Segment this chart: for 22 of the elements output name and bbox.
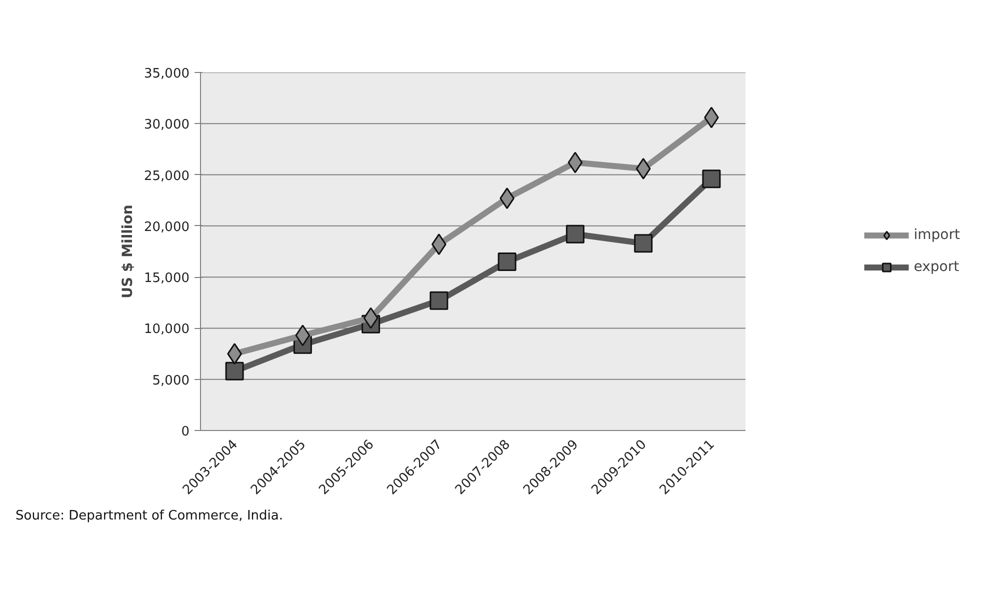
legend-label: import xyxy=(914,227,960,243)
y-axis-title: US $ Million xyxy=(120,204,136,298)
point xyxy=(363,307,378,329)
point xyxy=(430,291,448,310)
y-tick-label: 15,000 xyxy=(144,271,190,286)
source-note: Source: Department of Commerce, India. xyxy=(16,508,283,524)
y-tick-label: 30,000 xyxy=(144,118,190,133)
y-tick-label: 10,000 xyxy=(144,322,190,338)
y-tick-label: 25,000 xyxy=(144,168,190,184)
point xyxy=(295,324,310,346)
point xyxy=(566,224,584,244)
point xyxy=(498,252,516,271)
y-tick-label: 0 xyxy=(181,424,190,440)
point xyxy=(636,158,651,180)
y-tick-label: 35,000 xyxy=(144,66,190,82)
point xyxy=(702,170,721,188)
y-tick-label: 5,000 xyxy=(152,373,190,388)
y-tick-label: 20,000 xyxy=(144,220,190,235)
point xyxy=(634,234,653,253)
point xyxy=(568,152,583,174)
point xyxy=(225,362,244,380)
legend-label: export xyxy=(914,259,960,275)
